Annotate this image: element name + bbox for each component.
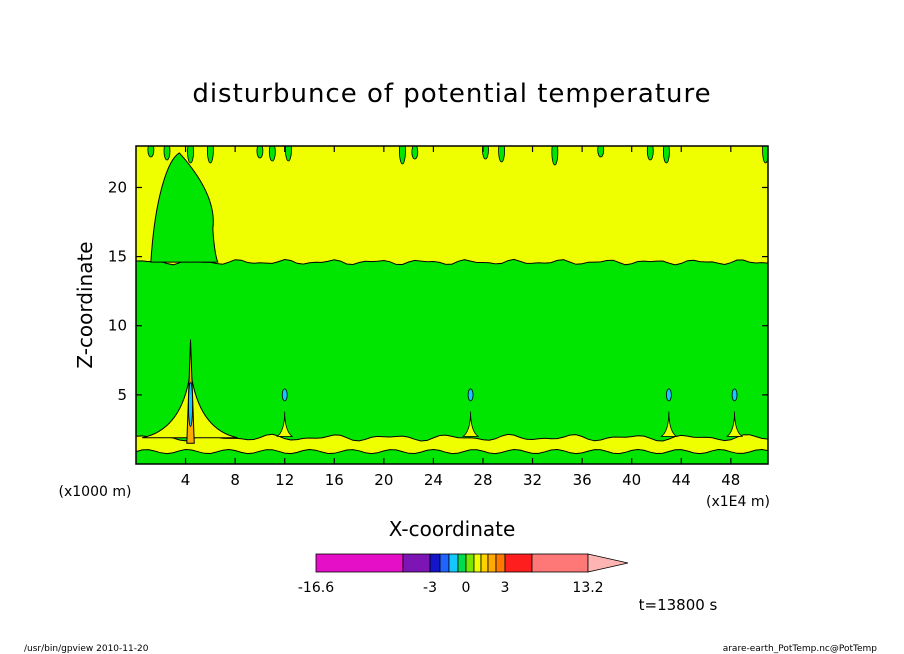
x-axis-label: X-coordinate [389,517,516,541]
colorbar-bin [465,553,475,573]
x-tick-label: 44 [672,471,691,489]
colorbar-arrow [587,553,629,573]
x-tick-label: 4 [181,471,191,489]
x-tick-label: 8 [230,471,240,489]
colorbar-tick-label: 0 [462,580,471,596]
contour-field [136,146,768,464]
x-axis: 4 8 12 16 20 24 28 32 36 40 44 48 [181,146,740,489]
colorbar-bin [439,553,450,573]
colorbar-bin [487,553,497,573]
x-tick-label: 36 [573,471,592,489]
colorbar-bin [480,553,489,573]
colorbar [315,553,629,573]
colorbar-bin [473,553,482,573]
colorbar-bin [315,553,404,573]
footer-left: /usr/bin/gpview 2010-11-20 [24,644,149,654]
colorbar-bin [448,553,459,573]
region-bottom [136,448,768,464]
x-tick-label: 20 [374,471,393,489]
colorbar-bin [429,553,441,573]
plot-frame [135,145,769,465]
x-tick-label: 28 [473,471,492,489]
y-axis: 5 10 15 20 [108,178,768,404]
chart-title: disturbunce of potential temperature [192,79,711,109]
plume [150,152,219,263]
colorbar-bin [531,553,589,573]
colorbar-bin [457,553,467,573]
colorbar-bin [402,553,431,573]
y-tick-label: 15 [108,248,127,266]
x-tick-label: 16 [325,471,344,489]
x-unit-right: (x1E4 m) [706,494,770,510]
colorbar-tick-label: 3 [501,580,510,596]
colorbar-bin [495,553,506,573]
x-tick-label: 12 [275,471,294,489]
x-tick-label: 32 [523,471,542,489]
x-tick-label: 24 [424,471,443,489]
colorbar-tick-label: -16.6 [298,580,334,596]
colorbar-labels: -16.6 -3 0 3 13.2 [298,580,604,596]
x-tick-label: 48 [721,471,740,489]
y-tick-label: 20 [108,178,127,196]
region-middle [136,258,768,442]
x-unit-left: (x1000 m) [59,484,132,500]
colorbar-bin [504,553,533,573]
colorbar-tick-label: 13.2 [572,580,603,596]
footer-right: arare-earth_PotTemp.nc@PotTemp [723,644,878,654]
x-tick-label: 40 [622,471,641,489]
y-tick-label: 5 [117,386,127,404]
y-axis-label: Z-coordinate [73,241,97,368]
time-label: t=13800 s [639,596,718,614]
colorbar-tick-label: -3 [423,580,437,596]
y-tick-label: 10 [108,317,127,335]
